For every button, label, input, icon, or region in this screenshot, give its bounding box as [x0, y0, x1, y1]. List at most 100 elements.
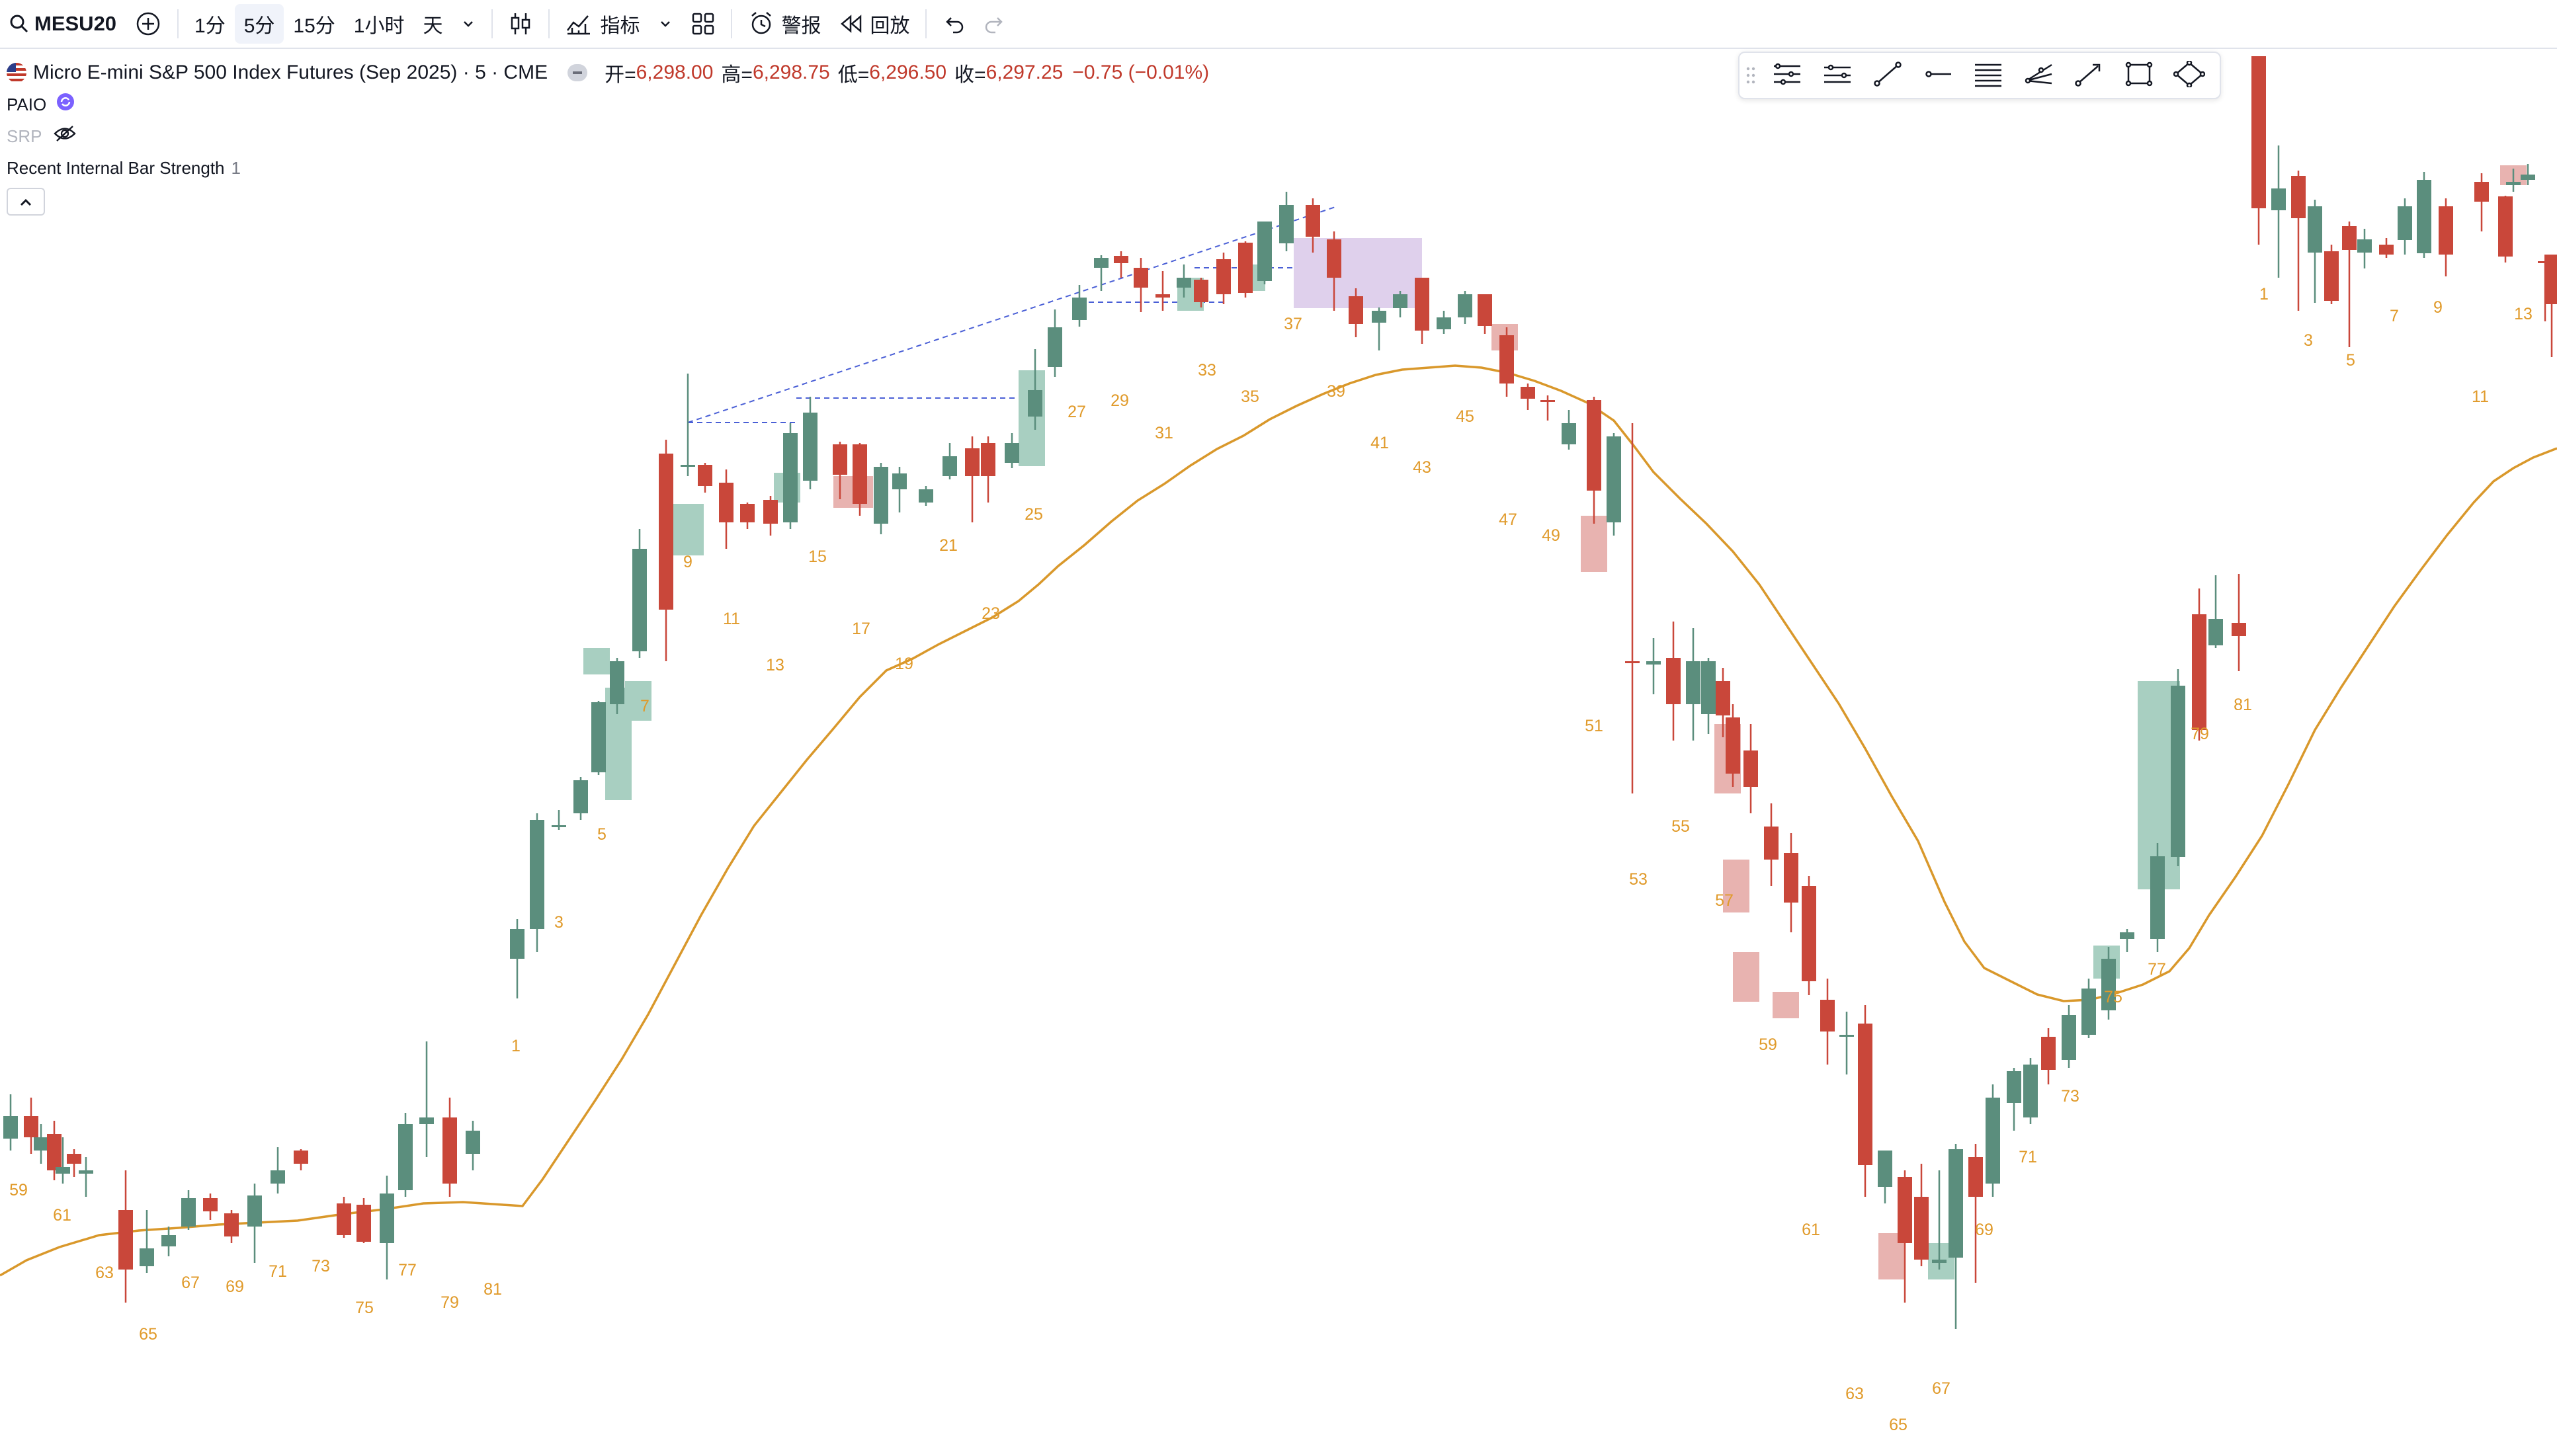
- timeframe-15m[interactable]: 15分: [293, 15, 335, 37]
- candle-body[interactable]: [1155, 294, 1170, 298]
- candle-body[interactable]: [2506, 182, 2521, 185]
- candle-body[interactable]: [1858, 1024, 1872, 1165]
- candle-body[interactable]: [803, 413, 817, 481]
- candle-body[interactable]: [698, 465, 712, 486]
- candle-body[interactable]: [2007, 1071, 2021, 1103]
- candle-body[interactable]: [610, 661, 624, 704]
- candle-body[interactable]: [181, 1198, 196, 1227]
- candle-body[interactable]: [2398, 206, 2412, 240]
- candle-body[interactable]: [1372, 311, 1386, 323]
- candle-body[interactable]: [1279, 205, 1294, 243]
- candle-body[interactable]: [2357, 239, 2372, 253]
- candle-body[interactable]: [1177, 278, 1191, 288]
- candle-body[interactable]: [1666, 658, 1681, 704]
- candle-body[interactable]: [1949, 1149, 1963, 1258]
- candle-body[interactable]: [981, 443, 995, 476]
- candle-body[interactable]: [2324, 251, 2339, 301]
- candle-body[interactable]: [2251, 56, 2266, 208]
- ray-tool-button[interactable]: [1913, 54, 1963, 97]
- candle-body[interactable]: [1114, 256, 1128, 263]
- candle-body[interactable]: [919, 489, 933, 503]
- candle-body[interactable]: [853, 444, 867, 504]
- candle-body[interactable]: [2379, 245, 2394, 255]
- timeframe-dropdown[interactable]: [452, 4, 485, 44]
- candle-body[interactable]: [1478, 294, 1492, 326]
- candle-body[interactable]: [1701, 661, 1716, 714]
- indicators-button[interactable]: 指标: [556, 4, 649, 44]
- candle-body[interactable]: [2081, 989, 2096, 1035]
- compare-button[interactable]: [126, 4, 171, 44]
- fib-fan-tool-button[interactable]: [2013, 54, 2064, 97]
- candle-body[interactable]: [2192, 614, 2206, 730]
- candle-body[interactable]: [1914, 1197, 1929, 1260]
- candle-body[interactable]: [1194, 280, 1208, 302]
- candle-body[interactable]: [466, 1131, 480, 1154]
- candle-body[interactable]: [1238, 243, 1253, 293]
- replay-button[interactable]: 回放: [830, 4, 919, 44]
- candle-body[interactable]: [271, 1170, 285, 1184]
- candle-body[interactable]: [552, 825, 566, 827]
- alert-button[interactable]: 警报: [739, 4, 830, 44]
- timeframe-5m[interactable]: 5分: [234, 4, 284, 44]
- candle-body[interactable]: [398, 1124, 413, 1190]
- trend-line-tool-button[interactable]: [1863, 54, 1913, 97]
- candle-body[interactable]: [1072, 298, 1087, 320]
- candle-body[interactable]: [740, 504, 755, 522]
- candle-body[interactable]: [1327, 239, 1341, 278]
- candle-body[interactable]: [56, 1167, 70, 1174]
- indicator-row-paio[interactable]: PAIO: [7, 89, 1209, 120]
- candle-body[interactable]: [1048, 327, 1062, 367]
- timeframe-1m[interactable]: 1分: [194, 15, 226, 37]
- candle-body[interactable]: [892, 473, 907, 489]
- candle-body[interactable]: [1005, 443, 1019, 463]
- candle-body[interactable]: [1257, 222, 1272, 281]
- candle-body[interactable]: [34, 1137, 48, 1151]
- redo-button[interactable]: [974, 4, 1015, 44]
- layouts-button[interactable]: [682, 4, 724, 44]
- candle-body[interactable]: [1646, 661, 1661, 665]
- candle-body[interactable]: [1625, 661, 1640, 663]
- candle-body[interactable]: [1839, 1035, 1854, 1037]
- candle-body[interactable]: [419, 1117, 434, 1124]
- candle-body[interactable]: [118, 1210, 133, 1270]
- undo-button[interactable]: [933, 4, 974, 44]
- candle-body[interactable]: [943, 456, 957, 476]
- candle-body[interactable]: [2208, 619, 2223, 645]
- drag-handle-icon[interactable]: [1740, 54, 1762, 97]
- symbol-search[interactable]: MESU20: [0, 4, 126, 44]
- timeframe-1h[interactable]: 1小时: [353, 15, 405, 37]
- candle-body[interactable]: [247, 1195, 262, 1227]
- candle-body[interactable]: [659, 454, 673, 610]
- candle-body[interactable]: [2474, 182, 2489, 202]
- candle-body[interactable]: [833, 444, 847, 475]
- candle-body[interactable]: [294, 1151, 308, 1164]
- candle-body[interactable]: [1743, 750, 1758, 787]
- candle-body[interactable]: [1216, 259, 1231, 294]
- candle-body[interactable]: [1764, 827, 1779, 860]
- polygon-tool-button[interactable]: [2164, 54, 2214, 97]
- candle-body[interactable]: [2150, 856, 2165, 939]
- candle-body[interactable]: [1349, 296, 1363, 324]
- candle-body[interactable]: [161, 1235, 176, 1246]
- candle-body[interactable]: [573, 780, 588, 813]
- candle-body[interactable]: [1878, 1151, 1892, 1187]
- candle-body[interactable]: [2498, 196, 2513, 257]
- candle-body[interactable]: [510, 929, 524, 959]
- candle-body[interactable]: [2342, 226, 2357, 250]
- candle-body[interactable]: [1607, 436, 1621, 522]
- candle-body[interactable]: [1028, 390, 1042, 417]
- hidden-eye-icon[interactable]: [54, 125, 77, 147]
- refresh-icon[interactable]: [56, 92, 75, 117]
- candle-body[interactable]: [681, 465, 695, 467]
- candle-body[interactable]: [442, 1117, 457, 1184]
- candle-body[interactable]: [3, 1116, 18, 1139]
- symbol-title[interactable]: Micro E-mini S&P 500 Index Futures (Sep …: [33, 61, 548, 83]
- candle-body[interactable]: [530, 820, 544, 929]
- collapse-legend-button[interactable]: [7, 188, 45, 216]
- candle-body[interactable]: [1716, 681, 1730, 715]
- candle-body[interactable]: [2023, 1065, 2038, 1117]
- candle-body[interactable]: [1521, 387, 1535, 399]
- candle-body[interactable]: [2171, 686, 2185, 857]
- candle-body[interactable]: [67, 1154, 81, 1164]
